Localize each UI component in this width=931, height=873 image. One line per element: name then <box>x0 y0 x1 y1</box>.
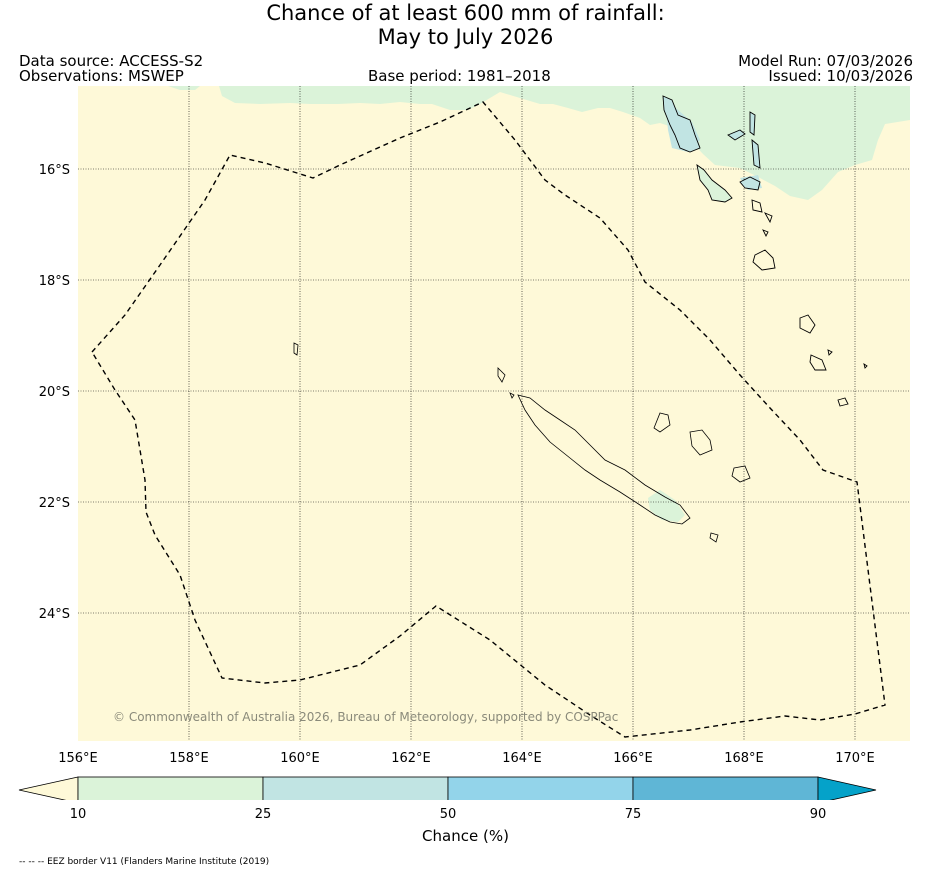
lon-label-168e: 168°E <box>724 751 764 766</box>
lat-label-24s: 24°S <box>39 607 70 622</box>
eez-footnote: -- -- -- EEZ border V11 (Flanders Marine… <box>19 857 270 867</box>
lon-label-166e: 166°E <box>613 751 653 766</box>
colorbar-10-25 <box>77 776 264 800</box>
map-background <box>78 86 910 741</box>
colorbar-75-90 <box>632 776 819 800</box>
colorbar-tick-10: 10 <box>69 807 87 822</box>
lon-label-158e: 158°E <box>169 751 209 766</box>
grid-lines <box>78 86 910 741</box>
colorbar-below-10 <box>18 776 79 800</box>
eez-border <box>91 101 886 738</box>
colorbar-50-75 <box>447 776 634 800</box>
lat-label-20s: 20°S <box>39 385 70 400</box>
lon-label-156e: 156°E <box>58 751 98 766</box>
map-title-line1: Chance of at least 600 mm of rainfall: <box>266 1 665 25</box>
lon-label-170e: 170°E <box>835 751 875 766</box>
colorbar-tick-25: 25 <box>254 807 272 822</box>
base-period-text: Base period: 1981–2018 <box>368 67 551 85</box>
map-svg: 16°S 18°S 20°S 22°S 24°S 156°E 158°E 160… <box>18 86 910 800</box>
vanuatu-islands <box>662 95 868 407</box>
colorbar-above-90 <box>817 776 877 800</box>
colorbar-label: Chance (%) <box>422 827 509 845</box>
lat-label-18s: 18°S <box>39 274 70 289</box>
data-source-text: Data source: ACCESS-S2 <box>19 52 204 70</box>
colorbar-tick-75: 75 <box>624 807 642 822</box>
colorbar-25-50 <box>262 776 449 800</box>
colorbar <box>18 776 877 800</box>
issued-text: Issued: 10/03/2026 <box>768 67 913 85</box>
rainfall-region-10-25 <box>219 86 910 200</box>
lat-label-22s: 22°S <box>39 496 70 511</box>
copyright-notice: © Commonwealth of Australia 2026, Bureau… <box>113 710 619 724</box>
rainfall-region-10-25-left <box>168 86 200 90</box>
observations-text: Observations: MSWEP <box>19 67 184 85</box>
lon-label-160e: 160°E <box>280 751 320 766</box>
lon-label-164e: 164°E <box>502 751 542 766</box>
lon-label-162e: 162°E <box>391 751 431 766</box>
rainfall-region-10-25-newcal <box>648 490 685 522</box>
map-title-line2: May to July 2026 <box>377 25 554 49</box>
lat-label-16s: 16°S <box>39 163 70 178</box>
new-caledonia <box>293 342 751 543</box>
colorbar-tick-90: 90 <box>809 807 827 822</box>
colorbar-tick-50: 50 <box>439 807 457 822</box>
model-run-text: Model Run: 07/03/2026 <box>738 52 913 70</box>
